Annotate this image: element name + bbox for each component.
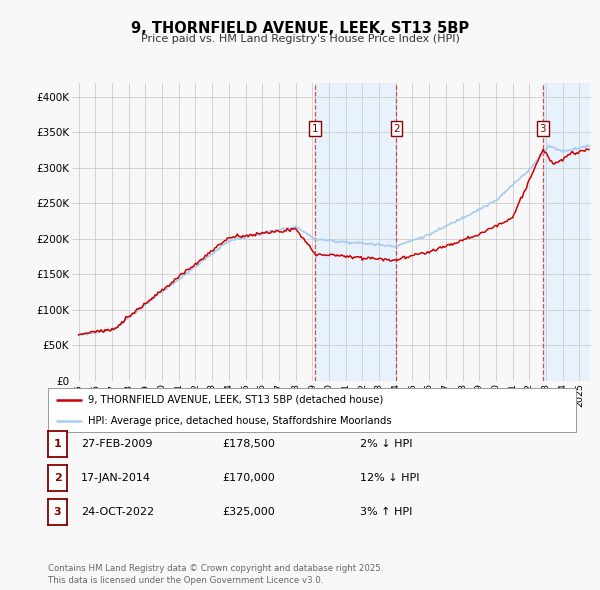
Text: 1: 1	[54, 440, 61, 449]
Text: 3: 3	[54, 507, 61, 516]
Text: 3% ↑ HPI: 3% ↑ HPI	[360, 507, 412, 516]
Text: Contains HM Land Registry data © Crown copyright and database right 2025.
This d: Contains HM Land Registry data © Crown c…	[48, 565, 383, 585]
Text: Price paid vs. HM Land Registry's House Price Index (HPI): Price paid vs. HM Land Registry's House …	[140, 34, 460, 44]
Bar	[315, 83, 397, 381]
Text: HPI: Average price, detached house, Staffordshire Moorlands: HPI: Average price, detached house, Staf…	[88, 416, 391, 426]
Text: £178,500: £178,500	[222, 440, 275, 449]
Text: 12% ↓ HPI: 12% ↓ HPI	[360, 473, 419, 483]
Text: 9, THORNFIELD AVENUE, LEEK, ST13 5BP: 9, THORNFIELD AVENUE, LEEK, ST13 5BP	[131, 21, 469, 35]
Text: 1: 1	[311, 124, 318, 134]
Text: 24-OCT-2022: 24-OCT-2022	[81, 507, 154, 516]
Text: £170,000: £170,000	[222, 473, 275, 483]
Text: 2: 2	[54, 473, 61, 483]
Bar	[543, 83, 587, 381]
Text: £325,000: £325,000	[222, 507, 275, 516]
Text: 17-JAN-2014: 17-JAN-2014	[81, 473, 151, 483]
Text: 9, THORNFIELD AVENUE, LEEK, ST13 5BP (detached house): 9, THORNFIELD AVENUE, LEEK, ST13 5BP (de…	[88, 395, 383, 405]
Text: 3: 3	[539, 124, 546, 134]
Text: 27-FEB-2009: 27-FEB-2009	[81, 440, 152, 449]
Text: 2% ↓ HPI: 2% ↓ HPI	[360, 440, 413, 449]
Text: 2: 2	[393, 124, 400, 134]
